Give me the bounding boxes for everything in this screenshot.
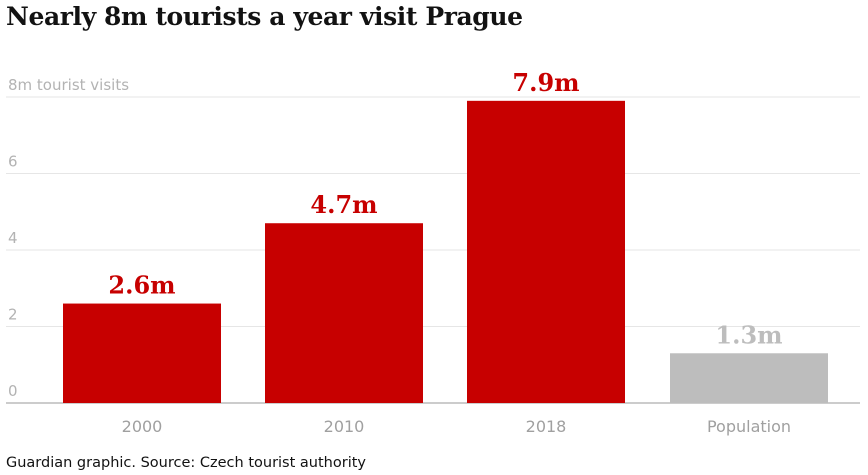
x-tick-label: 2000: [122, 417, 163, 436]
y-tick-label: 2: [8, 306, 18, 324]
source-note: Guardian graphic. Source: Czech tourist …: [6, 455, 366, 471]
bar-2018: [467, 100, 625, 403]
bar-population: [670, 353, 828, 403]
bar-2010: [265, 223, 423, 403]
bar-2000: [63, 303, 221, 403]
chart-title: Nearly 8m tourists a year visit Prague: [6, 2, 523, 31]
bars: [63, 100, 828, 403]
y-tick-label: 4: [8, 229, 18, 247]
y-tick-label: 8m tourist visits: [8, 76, 129, 94]
y-tick-label: 6: [8, 153, 18, 171]
data-label: 4.7m: [310, 190, 377, 219]
y-tick-label: 0: [8, 382, 18, 400]
x-tick-label: 2010: [324, 417, 365, 436]
x-axis-tick-labels: 2000 2010 2018 Population: [122, 417, 791, 436]
data-label: 1.3m: [715, 320, 782, 349]
x-tick-label: 2018: [526, 417, 567, 436]
x-tick-label: Population: [707, 417, 791, 436]
data-label: 7.9m: [512, 68, 579, 97]
data-labels: 2.6m 4.7m 7.9m 1.3m: [108, 68, 782, 349]
data-label: 2.6m: [108, 271, 175, 300]
